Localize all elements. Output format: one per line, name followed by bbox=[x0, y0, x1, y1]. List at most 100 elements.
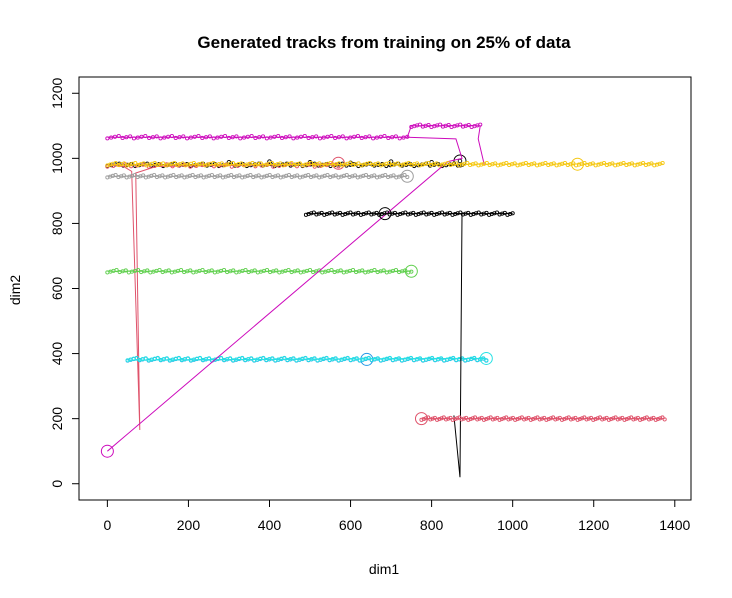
track-10-point bbox=[575, 417, 580, 422]
plot-area bbox=[100, 122, 667, 478]
track-5-point bbox=[481, 356, 486, 361]
track-7-point bbox=[523, 160, 528, 166]
track-7-point bbox=[113, 160, 118, 166]
track-10-point bbox=[586, 416, 591, 421]
track-3-point bbox=[179, 268, 184, 273]
track-7-point bbox=[172, 160, 177, 166]
track-10-point bbox=[522, 417, 527, 422]
x-tick-label: 600 bbox=[339, 517, 363, 533]
track-9-point bbox=[319, 210, 324, 215]
track-7-point bbox=[434, 161, 439, 166]
track-6-point bbox=[321, 135, 326, 140]
track-10-point bbox=[595, 416, 600, 421]
track-3-point bbox=[231, 268, 236, 273]
track-7-point bbox=[289, 160, 294, 166]
track-10-point bbox=[526, 415, 531, 420]
track-8-point bbox=[152, 173, 157, 178]
track-6-point bbox=[393, 134, 398, 139]
track-5-point bbox=[291, 356, 296, 361]
track-3-point bbox=[264, 268, 270, 273]
track-5-point bbox=[354, 356, 359, 361]
track-9-vertical bbox=[451, 213, 463, 478]
track-10-point bbox=[528, 417, 533, 422]
track-3-point bbox=[243, 268, 248, 273]
track-8-point bbox=[383, 173, 388, 178]
track-3-point bbox=[409, 269, 414, 274]
track-9-point bbox=[510, 211, 515, 216]
track-10-point bbox=[484, 416, 489, 422]
track-10-point bbox=[633, 416, 638, 421]
track-8-point bbox=[248, 173, 253, 178]
track-5-point bbox=[375, 356, 380, 361]
track-9-point bbox=[429, 210, 434, 215]
track-5-point bbox=[451, 355, 456, 360]
track-7-point bbox=[367, 160, 372, 166]
track-6-point bbox=[291, 136, 296, 141]
track-6-point bbox=[158, 136, 163, 141]
track-7-point bbox=[512, 161, 517, 166]
y-axis: 0 200 400 600 800 1000 1200 bbox=[49, 77, 80, 488]
track-6-point bbox=[336, 135, 342, 140]
track-10-point bbox=[435, 417, 440, 422]
track-10-point bbox=[488, 415, 493, 420]
y-tick-label: 1000 bbox=[49, 143, 65, 174]
track-10-point bbox=[615, 417, 620, 422]
track-3-point bbox=[221, 268, 227, 273]
track-8-point bbox=[306, 173, 311, 178]
track-8-point bbox=[209, 173, 214, 178]
track-3-point bbox=[145, 268, 150, 273]
track-8-point bbox=[237, 173, 242, 178]
track-10-point bbox=[580, 416, 585, 421]
y-tick-label: 400 bbox=[49, 342, 65, 366]
track-9-point bbox=[392, 210, 397, 215]
track-6-point bbox=[177, 135, 182, 140]
track-7-point bbox=[336, 161, 342, 166]
track-10-point bbox=[479, 415, 484, 420]
track-6-point bbox=[120, 135, 125, 141]
track-10-point bbox=[642, 416, 647, 421]
track-10-point bbox=[577, 416, 582, 422]
track-6-line-2 bbox=[406, 125, 485, 165]
track-10-point bbox=[504, 415, 509, 420]
track-6-point bbox=[204, 135, 209, 140]
track-6-point bbox=[363, 135, 368, 140]
track-6-point bbox=[348, 135, 353, 140]
track-7-point bbox=[601, 160, 607, 166]
track-3-point bbox=[338, 268, 343, 273]
track-8-point bbox=[405, 174, 410, 180]
track-6-point bbox=[329, 133, 334, 139]
track-5-point bbox=[396, 356, 401, 361]
track-10-point bbox=[624, 416, 629, 422]
track-6-point bbox=[226, 135, 231, 141]
track-10-point bbox=[497, 417, 502, 422]
track-10-point bbox=[651, 415, 656, 420]
y-tick-label: 0 bbox=[49, 480, 65, 488]
track-7-point bbox=[532, 161, 537, 166]
track-7-point bbox=[590, 161, 595, 166]
track-7-point bbox=[250, 160, 255, 166]
y-axis-label: dim2 bbox=[7, 275, 23, 306]
track-6-point bbox=[446, 122, 451, 128]
track-10-point bbox=[535, 415, 540, 420]
track-10-point bbox=[490, 417, 495, 422]
track-10-point bbox=[640, 416, 645, 422]
track-9-point bbox=[476, 210, 481, 215]
track-10-marker bbox=[414, 412, 428, 426]
track-8-point bbox=[314, 173, 319, 178]
track-3-point bbox=[350, 268, 356, 273]
track-6-point bbox=[367, 134, 372, 139]
track-7-point bbox=[133, 160, 138, 166]
track-7-point bbox=[641, 160, 646, 166]
track-10-point bbox=[519, 415, 524, 420]
track-10-point bbox=[455, 416, 460, 421]
track-10-point bbox=[548, 416, 553, 421]
track-10-point bbox=[658, 416, 663, 421]
track-9-point bbox=[348, 210, 353, 215]
track-10-point bbox=[638, 417, 643, 422]
track-6-point bbox=[257, 135, 262, 140]
track-6-point bbox=[295, 135, 300, 140]
track-10-point bbox=[620, 415, 625, 420]
track-7-point bbox=[649, 161, 654, 166]
track-7-point bbox=[562, 160, 568, 166]
track-10-point bbox=[537, 417, 542, 422]
